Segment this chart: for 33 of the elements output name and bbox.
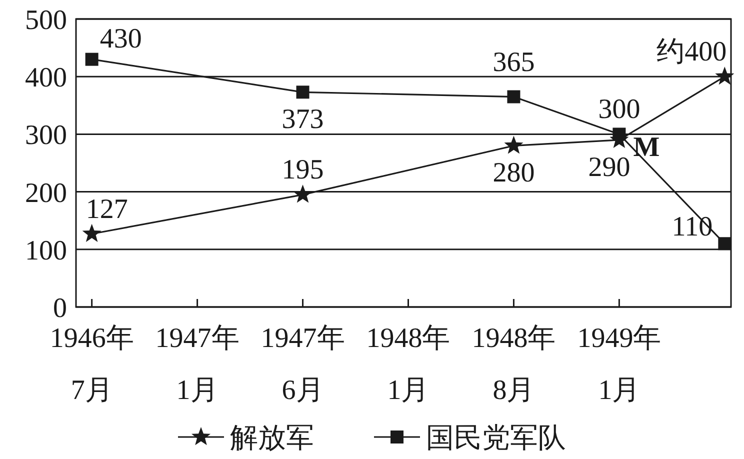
legend-label: 解放军 [230, 423, 314, 454]
value-label: 280 [492, 158, 535, 189]
value-label: 430 [100, 23, 142, 54]
value-label: 127 [86, 194, 128, 225]
point [82, 224, 102, 242]
xtick: 1947年 6月 [260, 323, 345, 406]
point [296, 86, 310, 99]
value-label: 约400 [656, 36, 727, 68]
point [715, 66, 734, 85]
value-label: 110 [672, 212, 713, 243]
ytick: 200 [25, 178, 67, 209]
ytick: 0 [53, 293, 67, 324]
point [718, 237, 732, 250]
value-label: 195 [282, 154, 324, 186]
legend-label: 国民党军队 [426, 423, 566, 454]
value-label: 290 [588, 152, 630, 183]
value-label: 365 [492, 46, 535, 78]
xtick: 1947年 1月 [155, 323, 240, 406]
ytick: 500 [25, 5, 67, 36]
point [507, 90, 520, 104]
xtick: 1949年 1月 [577, 323, 662, 406]
point [612, 128, 626, 141]
annotation: M [633, 132, 660, 164]
ytick: 100 [25, 235, 67, 266]
xtick: 1946年 7月 [50, 323, 134, 406]
ytick: 400 [25, 62, 67, 94]
ytick: 300 [25, 120, 67, 152]
xtick: 1948年 1月 [366, 323, 450, 406]
point [85, 52, 98, 66]
value-label: 373 [282, 104, 324, 136]
point [504, 136, 524, 154]
xtick: 1948年 8月 [472, 323, 556, 406]
value-label: 300 [598, 94, 640, 126]
